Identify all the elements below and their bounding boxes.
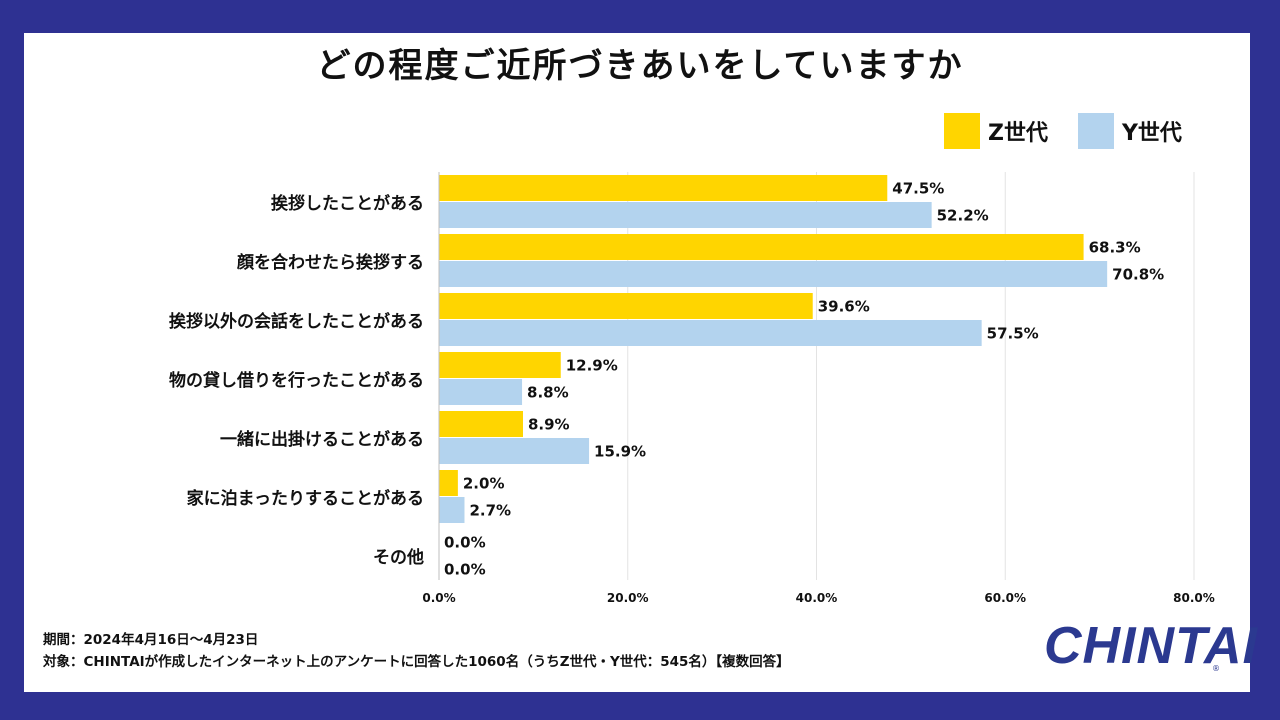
data-label: 57.5% <box>987 325 1039 343</box>
legend-swatch-z <box>944 113 980 149</box>
category-label: 家に泊まったりすることがある <box>187 488 424 509</box>
legend-label-y: Y世代 <box>1122 121 1182 146</box>
bar-z <box>439 411 523 437</box>
chintai-logo: CHINTAI <box>1044 617 1259 675</box>
data-label: 8.8% <box>527 384 569 402</box>
category-label: 挨拶したことがある <box>271 193 424 214</box>
bar-y <box>439 497 465 523</box>
category-label: 物の貸し借りを行ったことがある <box>169 370 424 391</box>
data-label: 2.0% <box>463 475 505 493</box>
chart-title: どの程度ご近所づきあいをしていますか <box>316 46 964 86</box>
data-label: 12.9% <box>566 357 618 375</box>
x-tick-label: 40.0% <box>796 591 838 605</box>
legend-label-z: Z世代 <box>988 121 1048 146</box>
data-label: 2.7% <box>469 502 511 520</box>
data-label: 8.9% <box>528 416 570 434</box>
data-label: 52.2% <box>937 207 989 225</box>
data-label: 70.8% <box>1112 266 1164 284</box>
data-label: 68.3% <box>1089 239 1141 257</box>
bar-z <box>439 352 561 378</box>
bar-y <box>439 261 1108 287</box>
data-label: 0.0% <box>444 561 486 579</box>
bar-y <box>439 379 523 405</box>
bar-z <box>439 470 458 496</box>
bar-y <box>439 320 982 346</box>
x-tick-label: 80.0% <box>1173 591 1215 605</box>
bar-z <box>439 175 888 201</box>
x-tick-label: 0.0% <box>422 591 455 605</box>
x-tick-label: 20.0% <box>607 591 649 605</box>
bar-y <box>439 202 932 228</box>
bar-z <box>439 234 1084 260</box>
footer-period: 期間：2024年4月16日〜4月23日 <box>43 632 259 648</box>
legend-swatch-y <box>1078 113 1114 149</box>
data-label: 39.6% <box>818 298 870 316</box>
category-label: その他 <box>373 547 424 568</box>
data-label: 47.5% <box>892 180 944 198</box>
category-label: 一緒に出掛けることがある <box>220 429 424 450</box>
bar-y <box>439 438 590 464</box>
chart-panel <box>24 33 1250 692</box>
category-label: 顔を合わせたら挨拶する <box>236 252 424 273</box>
x-tick-label: 60.0% <box>984 591 1026 605</box>
data-label: 15.9% <box>594 443 646 461</box>
data-label: 0.0% <box>444 534 486 552</box>
footer-target: 対象：CHINTAIが作成したインターネット上のアンケートに回答した1060名（… <box>43 654 790 670</box>
registered-mark: ® <box>1212 664 1220 673</box>
category-label: 挨拶以外の会話をしたことがある <box>169 311 424 332</box>
bar-z <box>439 293 813 319</box>
